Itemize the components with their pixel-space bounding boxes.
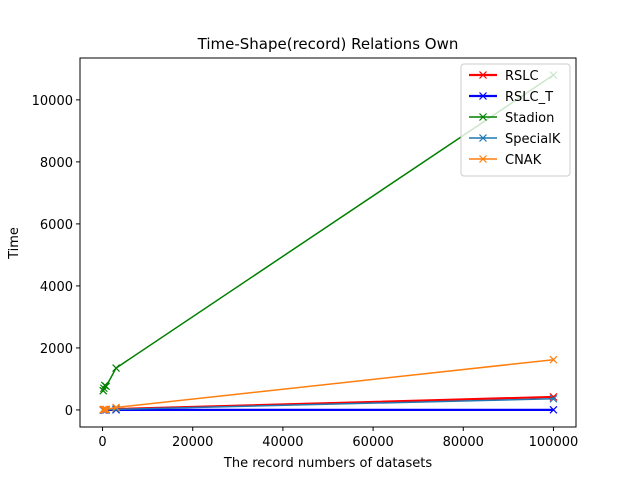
legend-marker [479, 92, 487, 100]
data-point-stadion [102, 382, 111, 391]
legend-marker [479, 155, 487, 163]
data-point-cnak [112, 403, 120, 412]
data-point-cnak [549, 355, 558, 364]
legend-label: SpecialK [505, 132, 561, 147]
plot-area [99, 71, 558, 414]
x-tick-label: 60000 [352, 435, 393, 450]
legend-marker [479, 71, 487, 79]
x-tick-label: 100000 [529, 435, 579, 450]
y-tick-label: 8000 [40, 156, 73, 171]
legend-entry-rslc-t: RSLC_T [469, 90, 553, 105]
legend-entry-cnak: CNAK [469, 153, 542, 168]
y-tick-label: 6000 [40, 218, 73, 233]
legend: RSLC RSLC_T Stadion SpecialK CNAK [460, 63, 571, 177]
x-tick-label: 80000 [443, 435, 484, 450]
x-tick-label: 0 [98, 435, 106, 450]
legend-label: Stadion [505, 111, 554, 126]
series-cnak [99, 355, 558, 414]
data-point-specialk [549, 394, 558, 403]
chart-title: Time-Shape(record) Relations Own [197, 35, 459, 53]
legend-entry-stadion: Stadion [469, 111, 554, 126]
x-tick-label: 40000 [262, 435, 303, 450]
legend-marker [479, 134, 487, 142]
series-line-specialk [103, 398, 554, 411]
legend-label: RSLC [505, 69, 539, 84]
legend-entry-rslc: RSLC [469, 69, 539, 84]
axes-frame [79, 57, 577, 428]
x-axis: 0 20000 40000 60000 80000 100000 [98, 427, 578, 450]
data-point-rslc-t [549, 405, 558, 414]
y-tick-label: 0 [65, 404, 73, 419]
data-point-cnak [100, 405, 109, 414]
legend-label: RSLC_T [505, 90, 553, 105]
data-point-stadion [99, 386, 108, 395]
y-axis: 0 2000 4000 6000 8000 10000 [32, 94, 80, 419]
data-point-cnak [102, 405, 111, 414]
x-tick-label: 20000 [172, 435, 213, 450]
x-axis-label: The record numbers of datasets [223, 456, 432, 471]
legend-label: CNAK [505, 153, 542, 168]
data-point-stadion [112, 364, 120, 373]
y-axis-label: Time [7, 227, 22, 260]
legend-box [460, 63, 571, 177]
y-tick-label: 10000 [32, 94, 73, 109]
y-tick-label: 4000 [40, 280, 73, 295]
legend-marker [479, 113, 487, 121]
y-tick-label: 2000 [40, 342, 73, 357]
legend-entry-specialk: SpecialK [469, 132, 561, 147]
